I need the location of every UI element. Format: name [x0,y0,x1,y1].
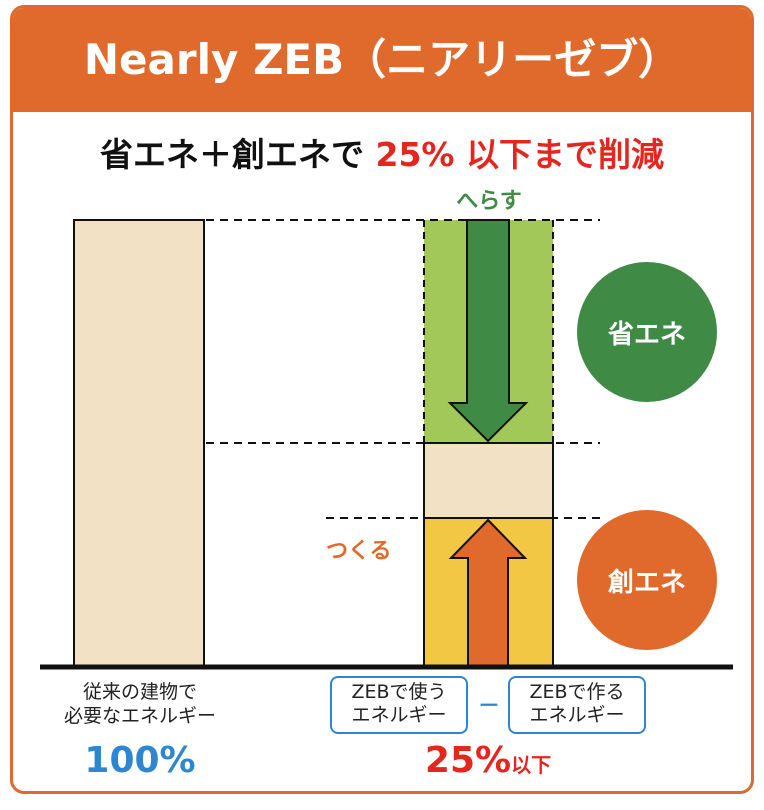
page-title: Nearly ZEB（ニアリーゼブ） [83,35,681,84]
zeb-value-suffix: 以下 [511,753,552,777]
down-arrow-icon [447,219,529,443]
zeb-make-line2: エネルギー [529,704,625,726]
subtitle-highlight: 25% 以下まで削減 [375,135,664,174]
zeb-make-energy-box: ZEBで作る エネルギー [508,676,646,734]
create-label: つくる [326,539,392,564]
energy-saving-circle: 省エネ [577,262,717,402]
energy-creation-circle-label: 創エネ [607,567,686,598]
conventional-energy-bar [73,219,205,667]
zeb-value: 25%以下 [330,740,646,781]
minus-sign: － [477,694,500,719]
conventional-value: 100% [84,740,196,781]
conventional-caption-line1: 従来の建物で [82,681,197,703]
energy-creation-circle: 創エネ [577,510,717,650]
zeb-use-line1: ZEBで使う [351,681,447,703]
zeb-use-energy-box: ZEBで使う エネルギー [330,676,468,734]
energy-saving-circle-label: 省エネ [607,319,686,350]
zeb-make-line1: ZEBで作る [529,681,625,703]
remaining-energy-segment [423,442,554,519]
conventional-caption-line2: 必要なエネルギー [63,705,216,727]
subtitle: 省エネ＋創エネで 25% 以下まで削減 [0,128,764,176]
conventional-caption: 従来の建物で 必要なエネルギー [40,680,240,728]
header-banner [13,8,751,112]
zeb-value-main: 25% [424,740,512,781]
subtitle-prefix: 省エネ＋創エネで [100,135,376,174]
reduce-label: へらす [456,189,522,214]
zeb-use-line2: エネルギー [351,704,447,726]
